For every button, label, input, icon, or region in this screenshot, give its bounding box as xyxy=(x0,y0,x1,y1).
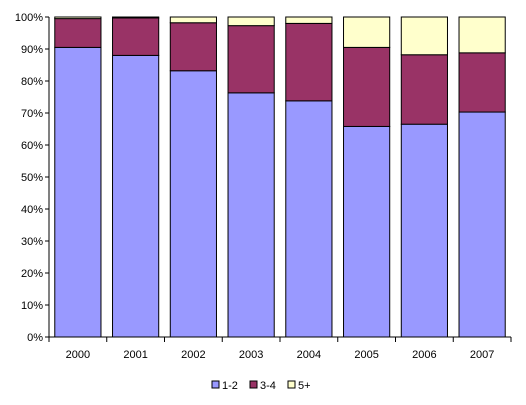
bar-segment-3-4-2001 xyxy=(112,17,160,56)
bar-segment-5+-2000 xyxy=(54,16,102,20)
y-tick-label: 60% xyxy=(21,140,43,152)
bar-segment-3-4-2004 xyxy=(285,22,333,102)
bar-segment-1-2-2006 xyxy=(400,123,448,338)
legend-label-3-4: 3-4 xyxy=(260,380,276,392)
y-tick-label: 90% xyxy=(21,44,43,56)
bar-segment-5+-2006 xyxy=(400,16,448,56)
x-tick-label: 2006 xyxy=(412,349,436,361)
bar-segment-1-2-2007 xyxy=(458,111,506,338)
bar-segment-3-4-2003 xyxy=(227,25,275,94)
x-tick-label: 2000 xyxy=(66,349,90,361)
bar-segment-5+-2003 xyxy=(227,16,275,27)
x-tick-label: 2004 xyxy=(297,349,321,361)
x-tick-label: 2001 xyxy=(123,349,147,361)
y-tick-label: 100% xyxy=(15,12,43,24)
y-tick-label: 70% xyxy=(21,108,43,120)
x-tick-label: 2003 xyxy=(239,349,263,361)
legend-label-5+: 5+ xyxy=(298,380,311,392)
x-tick-label: 2005 xyxy=(354,349,378,361)
legend: 1-2 3-4 5+ xyxy=(211,380,311,392)
legend-swatch-1-2 xyxy=(211,380,220,389)
bar-segment-5+-2005 xyxy=(343,16,391,48)
x-axis-ticks: 2000 2001 2002 2003 2004 2005 2006 2007 xyxy=(48,337,512,361)
y-tick-label: 40% xyxy=(21,204,43,216)
plot-area xyxy=(48,16,511,338)
bar-segment-3-4-2000 xyxy=(54,18,102,48)
bar-segment-3-4-2006 xyxy=(400,54,448,125)
bar-segment-5+-2001 xyxy=(112,16,160,19)
bar-segment-3-4-2007 xyxy=(458,52,506,113)
bar-segment-1-2-2001 xyxy=(112,54,160,338)
y-tick-label: 0% xyxy=(27,332,43,344)
bar-segment-1-2-2005 xyxy=(343,125,391,338)
y-tick-label: 80% xyxy=(21,76,43,88)
bar-segment-5+-2004 xyxy=(285,16,333,24)
bar-segment-1-2-2000 xyxy=(54,46,102,338)
legend-label-1-2: 1-2 xyxy=(222,380,238,392)
x-tick-label: 2002 xyxy=(181,349,205,361)
y-tick-label: 20% xyxy=(21,268,43,280)
y-tick-label: 10% xyxy=(21,300,43,312)
bar-segment-1-2-2002 xyxy=(169,70,217,338)
bar-segment-3-4-2002 xyxy=(169,22,217,72)
y-axis-ticks: 0% 10% 20% 30% 40% 50% 60% 70% 80% 90% 100% xyxy=(15,12,49,344)
y-tick-label: 30% xyxy=(21,236,43,248)
y-tick-label: 50% xyxy=(21,172,43,184)
bar-segment-1-2-2004 xyxy=(285,100,333,338)
bar-segment-5+-2002 xyxy=(169,16,217,24)
legend-swatch-3-4 xyxy=(249,380,258,389)
bar-segment-3-4-2005 xyxy=(343,46,391,127)
bar-segment-5+-2007 xyxy=(458,16,506,54)
legend-swatch-5+ xyxy=(287,380,296,389)
bar-segment-1-2-2003 xyxy=(227,92,275,338)
x-tick-label: 2007 xyxy=(470,349,494,361)
